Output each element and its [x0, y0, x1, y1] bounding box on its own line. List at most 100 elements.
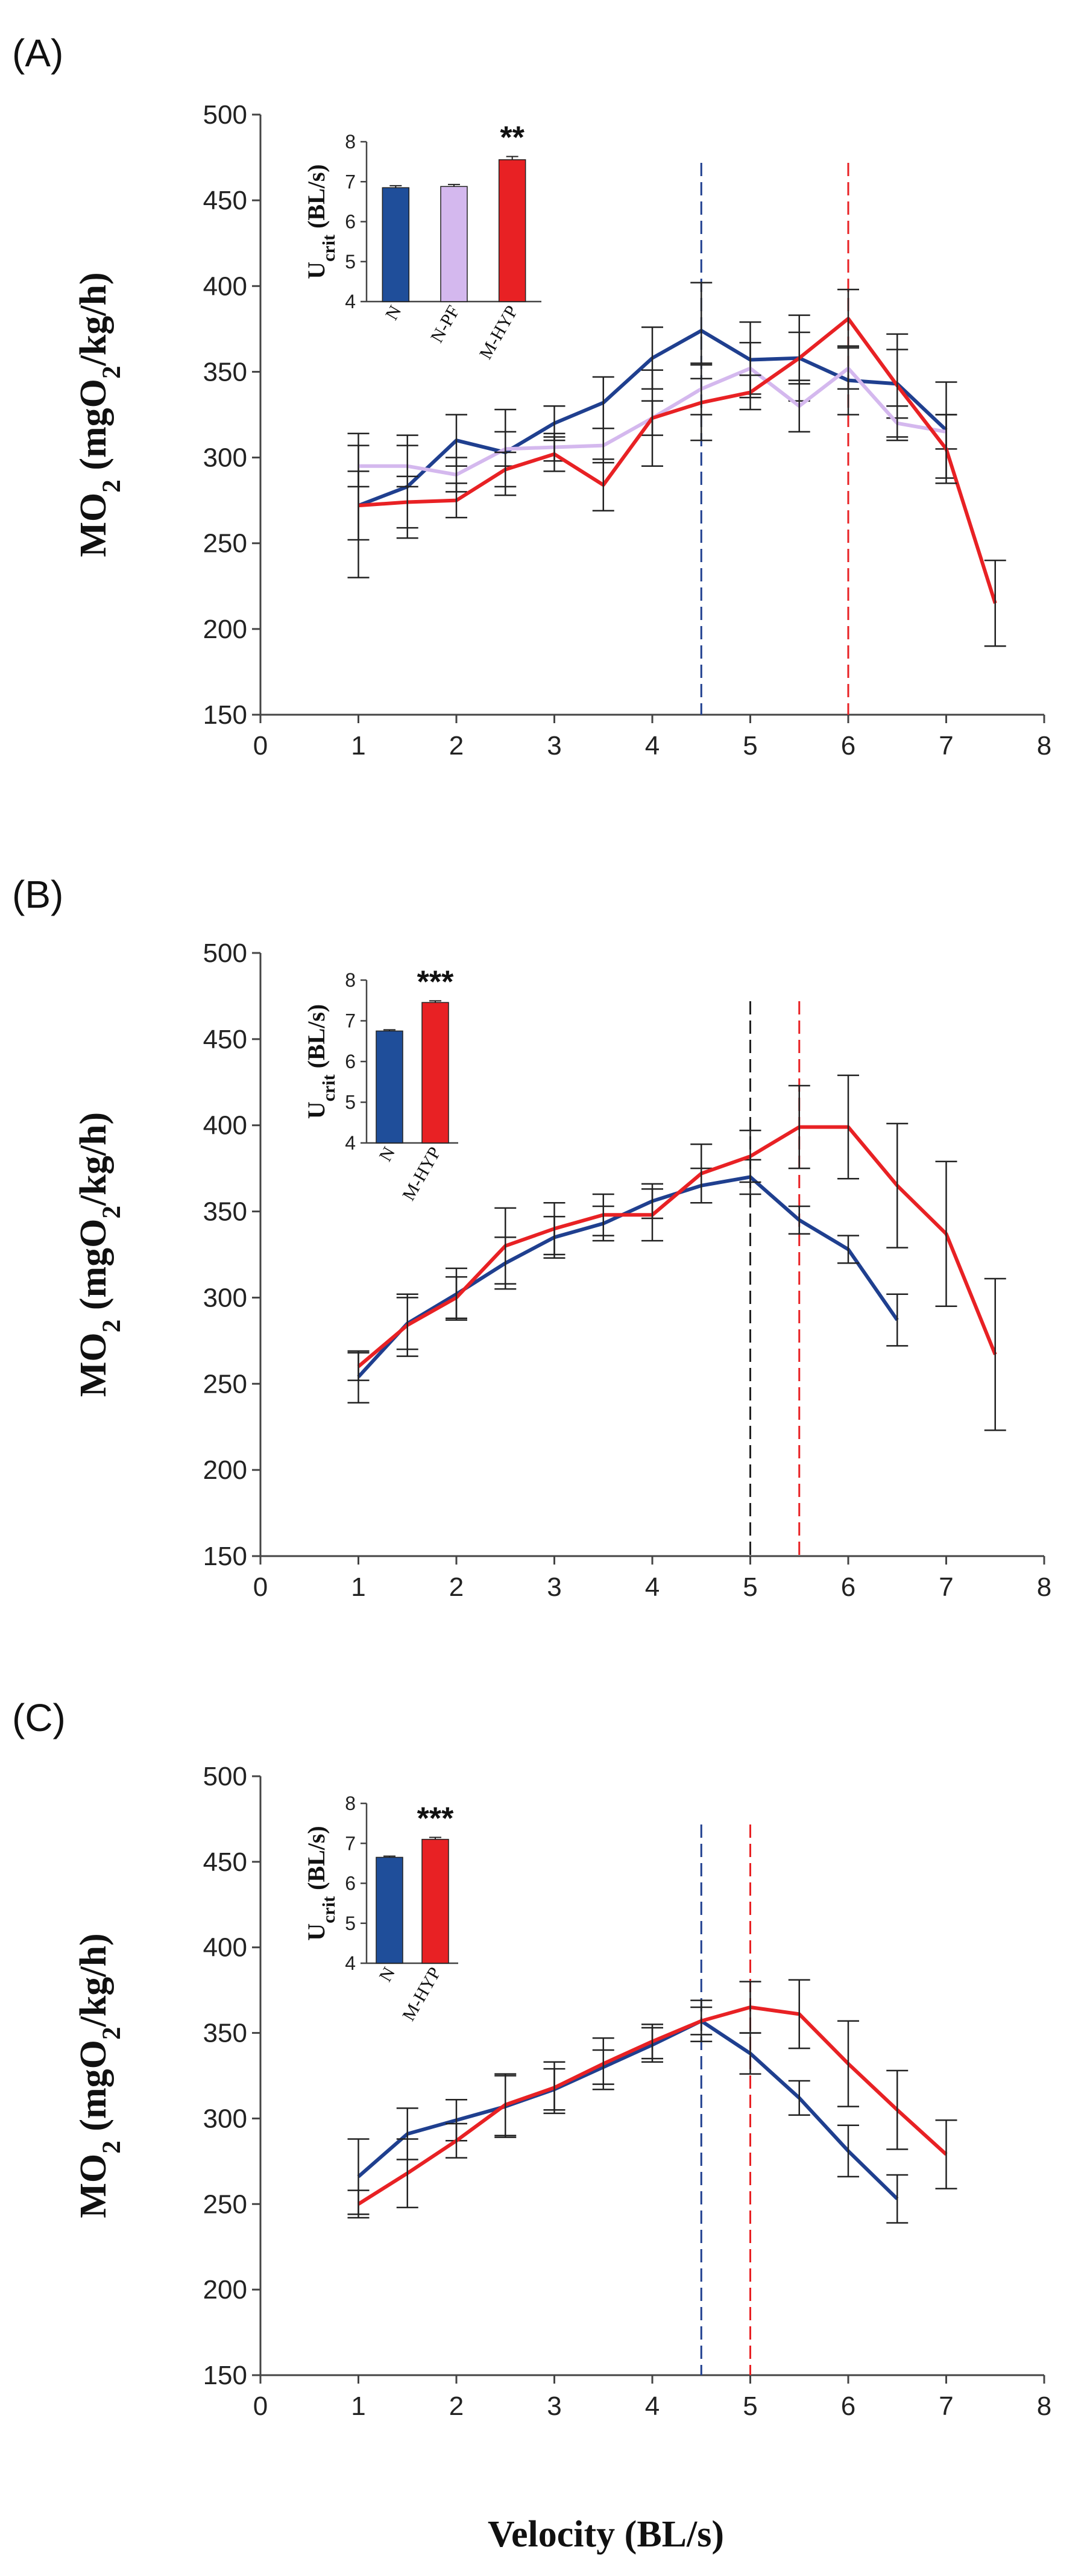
error-bar	[690, 2006, 713, 2036]
x-tick-label: 1	[351, 2391, 365, 2421]
error-bar	[788, 2080, 810, 2116]
error-bar	[347, 2189, 370, 2219]
error-bar	[641, 369, 663, 467]
inset-bar-m-hyp	[421, 1002, 449, 1144]
x-tick-label: 1	[351, 731, 365, 761]
inset-y-tick-label: 5	[345, 1092, 356, 1113]
inset-bar-n	[376, 1856, 403, 1964]
error-bar	[837, 288, 859, 349]
error-bar	[739, 1130, 761, 1183]
inset-bar-m-hyp	[498, 159, 526, 302]
inset-y-axis-label: Ucrit (BL/s)	[303, 164, 339, 279]
error-bar	[396, 475, 418, 529]
inset-y-tick-label: 4	[345, 1952, 356, 1974]
inset-y-tick-label: 7	[345, 1832, 356, 1854]
y-tick-label: 450	[203, 186, 247, 215]
y-tick-label: 150	[203, 2361, 247, 2390]
inset-y-tick-label: 6	[345, 211, 356, 233]
inset-y-tick-label: 8	[345, 1793, 356, 1814]
inset-bar-n	[382, 187, 410, 302]
y-tick-label: 150	[203, 700, 247, 730]
inset-bar-n-pf	[440, 186, 468, 302]
y-tick-label: 400	[203, 1111, 247, 1141]
x-tick-label: 8	[1037, 2391, 1051, 2421]
error-bar	[837, 1074, 859, 1180]
x-tick-label: 3	[547, 2391, 561, 2421]
error-bar	[788, 1205, 810, 1235]
error-bar	[837, 2020, 859, 2107]
y-tick-label: 150	[203, 1542, 247, 1571]
inset-y-tick-label: 7	[345, 1010, 356, 1032]
y-tick-label: 350	[203, 1197, 247, 1227]
error-bar	[837, 2124, 859, 2178]
error-bar	[984, 559, 1006, 647]
error-bar	[494, 2073, 517, 2137]
inset-bar-n	[376, 1030, 403, 1144]
error-bar	[396, 1293, 418, 1357]
inset-y-tick-label: 8	[345, 969, 356, 991]
y-axis-label: MO2 (mgO2/kg/h)	[73, 1112, 126, 1397]
error-bar	[984, 1277, 1006, 1431]
x-tick-label: 2	[449, 1572, 464, 1602]
error-bar	[788, 1084, 810, 1169]
x-tick-label: 3	[547, 731, 561, 761]
series-line-n	[357, 1175, 899, 1378]
inset-y-tick-label: 4	[345, 1132, 356, 1154]
y-tick-label: 450	[203, 1025, 247, 1054]
error-bar	[592, 2037, 614, 2090]
error-bar	[886, 333, 909, 438]
error-bar	[347, 470, 370, 541]
error-bar	[347, 1352, 370, 1381]
chart-panel-b: (B) 150 200 250 300 350 400 450 500 0 1 2 3 4 5 6 7 8 MO2 …	[12, 873, 1051, 1602]
series-line-n	[357, 2019, 899, 2200]
x-tick-label: 2	[449, 2391, 464, 2421]
error-bar	[592, 458, 614, 511]
x-tick-label: 7	[939, 2391, 953, 2421]
panel-label: (B)	[12, 873, 63, 916]
x-tick-label: 2	[449, 731, 464, 761]
y-tick-label: 200	[203, 2275, 247, 2305]
error-bar	[543, 2061, 565, 2115]
inset-y-tick-label: 7	[345, 171, 356, 192]
x-tick-label: 5	[743, 731, 757, 761]
y-axis-label: MO2 (mgO2/kg/h)	[73, 272, 126, 557]
y-axis-label: MO2 (mgO2/kg/h)	[73, 1933, 126, 2218]
inset-y-tick-label: 6	[345, 1051, 356, 1072]
panel-label: (A)	[12, 31, 63, 75]
error-bar	[592, 1193, 614, 1236]
error-bar	[690, 1143, 713, 1204]
x-tick-label: 3	[547, 1572, 561, 1602]
inset-y-tick-label: 6	[345, 1873, 356, 1894]
x-tick-label: 4	[645, 2391, 660, 2421]
panel-label: (C)	[12, 1696, 66, 1739]
y-tick-label: 350	[203, 357, 247, 387]
significance-marker: **	[500, 121, 525, 156]
y-tick-label: 300	[203, 443, 247, 473]
error-bar	[788, 1979, 810, 2049]
x-tick-label: 0	[253, 2391, 268, 2421]
significance-marker: ***	[417, 964, 454, 999]
y-tick-label: 200	[203, 1455, 247, 1485]
x-tick-label: 6	[841, 731, 855, 761]
x-tick-label: 5	[743, 2391, 757, 2421]
error-bar	[935, 2119, 957, 2190]
x-tick-label: 0	[253, 731, 268, 761]
x-tick-label: 6	[841, 1572, 855, 1602]
inset-y-tick-label: 4	[345, 291, 356, 312]
inset-bar-m-hyp	[421, 1838, 449, 1964]
x-tick-label: 8	[1037, 1572, 1051, 1602]
x-axis-label: Velocity (BL/s)	[488, 2514, 724, 2555]
error-bar	[494, 1207, 517, 1285]
y-tick-label: 400	[203, 1933, 247, 1963]
error-bar	[886, 1293, 909, 1347]
x-tick-label: 0	[253, 1572, 268, 1602]
error-bar	[886, 1122, 909, 1248]
x-tick-label: 6	[841, 2391, 855, 2421]
y-tick-label: 300	[203, 1283, 247, 1312]
y-tick-label: 500	[203, 100, 247, 130]
error-bar	[641, 2024, 663, 2060]
inset-y-tick-label: 5	[345, 251, 356, 273]
y-tick-label: 250	[203, 529, 247, 559]
y-tick-label: 400	[203, 271, 247, 301]
